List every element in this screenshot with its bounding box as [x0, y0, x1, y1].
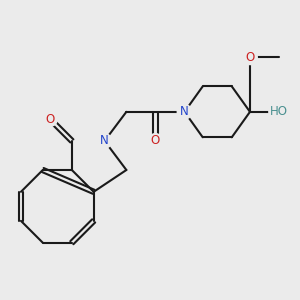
Circle shape: [97, 134, 112, 148]
Text: HO: HO: [270, 105, 288, 118]
Circle shape: [269, 102, 289, 122]
Circle shape: [148, 134, 163, 148]
Text: O: O: [245, 51, 255, 64]
Text: N: N: [100, 134, 109, 147]
Text: N: N: [180, 105, 189, 118]
Text: O: O: [151, 134, 160, 147]
Text: O: O: [45, 112, 55, 126]
Circle shape: [177, 105, 192, 119]
Circle shape: [243, 50, 257, 64]
Circle shape: [43, 112, 57, 126]
